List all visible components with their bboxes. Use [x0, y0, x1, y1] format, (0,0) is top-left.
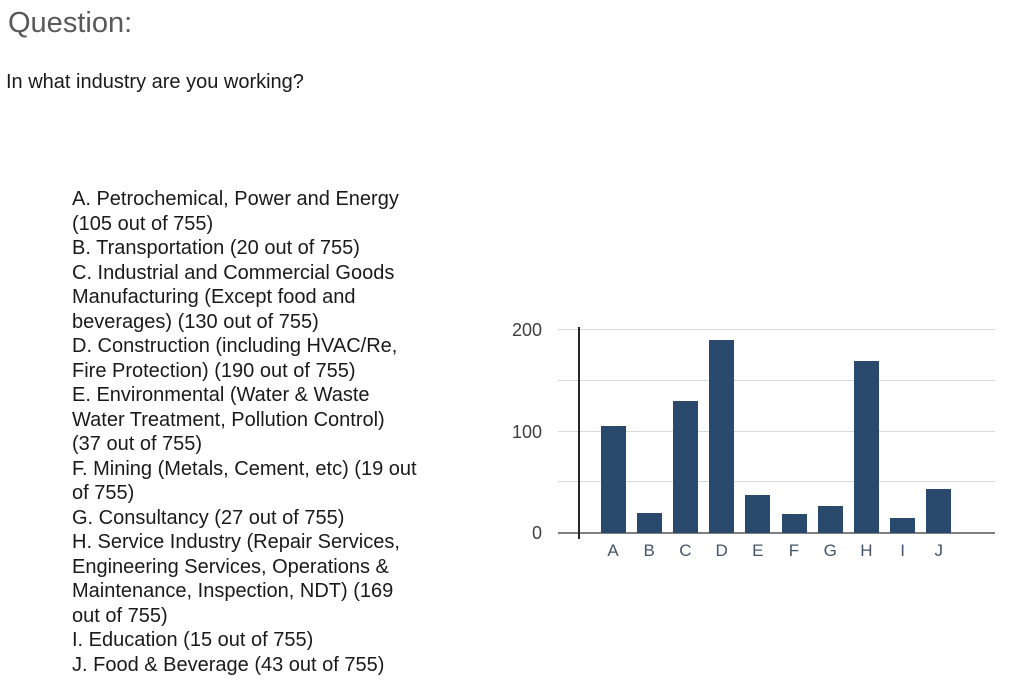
- bar-chart: 0 100 200 A B C D E F G H I J: [512, 320, 995, 560]
- option-a: A. Petrochemical, Power and Energy (105 …: [72, 188, 399, 235]
- x-tick-label-B: B: [643, 541, 655, 560]
- option-e: E. Environmental (Water & Waste Water Tr…: [72, 384, 385, 455]
- bar-D: [709, 340, 735, 533]
- x-tick-label-H: H: [860, 541, 873, 560]
- bar-I: [890, 517, 916, 533]
- bar-H: [853, 361, 879, 533]
- option-d: D. Construction (including HVAC/Re, Fire…: [72, 335, 398, 382]
- gridline-50: [558, 481, 995, 483]
- bar-F: [781, 513, 807, 533]
- gridline-100: [558, 430, 995, 432]
- x-tick-label-A: A: [607, 541, 619, 560]
- y-tick-label-200: 200: [511, 320, 542, 340]
- x-tick-label-I: I: [900, 541, 905, 560]
- bar-B: [636, 512, 662, 533]
- x-tick-label-J: J: [934, 541, 944, 560]
- y-tick-label-0: 0: [531, 523, 542, 543]
- gridline-150: [558, 379, 995, 381]
- x-tick-label-F: F: [788, 541, 800, 560]
- x-tick-label-G: G: [823, 541, 837, 560]
- bar-G: [817, 505, 843, 533]
- option-c: C. Industrial and Commercial Goods Manuf…: [72, 261, 395, 333]
- page-title: Question:: [8, 7, 133, 39]
- bar-A: [600, 426, 626, 533]
- answer-options-list: A. Petrochemical, Power and Energy (105 …: [72, 187, 464, 677]
- x-tick-label-E: E: [752, 541, 764, 560]
- bar-C: [672, 401, 698, 533]
- option-f: F. Mining (Metals, Cement, etc) (19 out …: [72, 457, 417, 505]
- bar-J: [926, 489, 952, 533]
- option-i: I. Education (15 out of 755): [72, 629, 314, 651]
- x-tick-label-C: C: [679, 541, 692, 560]
- y-tick-label-100: 100: [511, 421, 542, 442]
- option-b: B. Transportation (20 out of 755): [72, 237, 360, 259]
- bar-E: [745, 495, 771, 533]
- question-text: In what industry are you working?: [6, 71, 304, 93]
- gridline-200: [558, 329, 995, 330]
- x-tick-label-D: D: [715, 541, 728, 560]
- x-axis-baseline: [558, 532, 995, 534]
- option-j: J. Food & Beverage (43 out of 755): [72, 653, 385, 676]
- y-axis-line: [578, 327, 580, 539]
- option-h: H. Service Industry (Repair Services, En…: [72, 531, 400, 627]
- option-g: G. Consultancy (27 out of 755): [72, 506, 345, 529]
